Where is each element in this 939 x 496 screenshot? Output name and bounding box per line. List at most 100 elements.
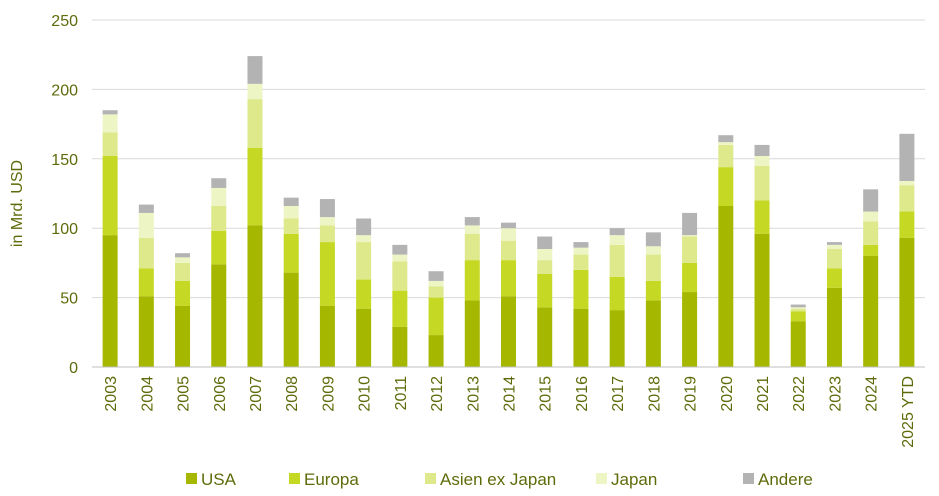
bar-segment — [790, 308, 806, 312]
bar-segment — [826, 242, 842, 245]
bar-segment — [392, 290, 408, 327]
bar-segment — [573, 247, 589, 255]
bar-segment — [283, 233, 299, 273]
bar-segment — [863, 244, 879, 256]
bar-segment — [609, 310, 625, 367]
bar-segment — [645, 254, 661, 281]
bar-segment — [138, 212, 154, 238]
x-tick-label: 2003 — [103, 376, 120, 412]
bar-segment — [899, 237, 915, 367]
x-tick-label: 2025 YTD — [900, 376, 917, 448]
x-tick-label: 2021 — [755, 376, 772, 412]
bar-segment — [283, 272, 299, 367]
bar-segment — [283, 197, 299, 206]
bar-segment — [826, 268, 842, 288]
bar-segment — [175, 262, 191, 281]
bar-segment — [863, 255, 879, 367]
bar-segment — [138, 296, 154, 367]
legend-swatch — [743, 473, 754, 484]
legend-swatch — [425, 473, 436, 484]
y-tick-label: 0 — [69, 360, 78, 377]
bar-segment — [428, 271, 444, 281]
bar-segment — [102, 156, 118, 236]
bar-segment — [175, 305, 191, 367]
bar-segment — [356, 218, 372, 236]
x-tick-label: 2005 — [176, 376, 193, 412]
bar-segment — [826, 287, 842, 367]
y-tick-label: 100 — [51, 221, 78, 238]
bar-segment — [754, 233, 770, 367]
bar-segment — [682, 236, 698, 263]
legend-swatch — [289, 473, 300, 484]
x-tick-label: 2022 — [791, 376, 808, 412]
x-tick-label: 2024 — [864, 376, 881, 412]
bar-segment — [175, 257, 191, 263]
bars — [102, 56, 915, 367]
bar-segment — [682, 212, 698, 236]
bar-segment — [501, 296, 516, 367]
bar-segment — [682, 292, 698, 367]
bar-segment — [863, 189, 879, 212]
legend-label: Asien ex Japan — [440, 470, 556, 489]
x-tick-label: 2010 — [357, 376, 374, 412]
bar-segment — [211, 264, 227, 367]
bar-segment — [211, 187, 227, 206]
bar-segment — [428, 280, 444, 287]
bar-segment — [464, 260, 480, 301]
bar-segment — [754, 200, 770, 234]
bar-segment — [718, 142, 734, 145]
bar-segment — [609, 244, 625, 277]
bar-segment — [102, 132, 118, 157]
bar-segment — [175, 253, 191, 258]
bar-segment — [682, 262, 698, 293]
bar-segment — [102, 235, 118, 367]
bar-segment — [138, 204, 154, 213]
bar-segment — [645, 300, 661, 367]
bar-segment — [392, 261, 408, 291]
bar-segment — [428, 286, 444, 298]
bar-segment — [645, 232, 661, 247]
x-tick-label: 2016 — [574, 376, 591, 412]
bar-segment — [247, 147, 263, 226]
bar-segment — [356, 242, 372, 280]
x-tick-label: 2019 — [683, 376, 700, 412]
legend-label: USA — [201, 470, 237, 489]
y-tick-label: 250 — [51, 13, 78, 30]
bar-segment — [899, 185, 915, 212]
x-tick-label: 2020 — [719, 376, 736, 412]
y-tick-label: 200 — [51, 82, 78, 99]
bar-segment — [645, 246, 661, 255]
bar-segment — [283, 205, 299, 219]
x-tick-label: 2007 — [248, 376, 265, 412]
bar-segment — [138, 268, 154, 297]
bar-segment — [573, 308, 589, 367]
bar-segment — [319, 199, 335, 218]
bar-segment — [754, 156, 770, 166]
bar-segment — [319, 242, 335, 306]
bar-segment — [283, 218, 299, 234]
bar-segment — [899, 181, 915, 186]
bar-segment — [863, 221, 879, 245]
bar-segment — [718, 144, 734, 168]
bar-segment — [392, 254, 408, 262]
bar-segment — [863, 211, 879, 222]
bar-segment — [790, 307, 806, 309]
bar-segment — [609, 228, 625, 236]
legend: USA Europa Asien ex Japan Japan Andere — [186, 470, 813, 489]
bar-segment — [537, 260, 553, 275]
bar-segment — [537, 274, 553, 308]
bar-segment — [501, 228, 516, 241]
bar-segment — [211, 230, 227, 265]
bar-segment — [464, 217, 480, 226]
axes: 0 50 100 150 200 250 2003 2004 2005 2006 2007 2008 2… — [51, 13, 925, 448]
bar-segment — [138, 237, 154, 269]
legend-swatch — [186, 473, 197, 484]
gridlines — [92, 19, 925, 299]
bar-segment — [102, 114, 118, 133]
x-tick-label: 2008 — [284, 376, 301, 412]
bar-segment — [826, 244, 842, 250]
x-tick-label: 2023 — [827, 376, 844, 412]
bar-segment — [609, 276, 625, 311]
bar-segment — [102, 110, 118, 115]
